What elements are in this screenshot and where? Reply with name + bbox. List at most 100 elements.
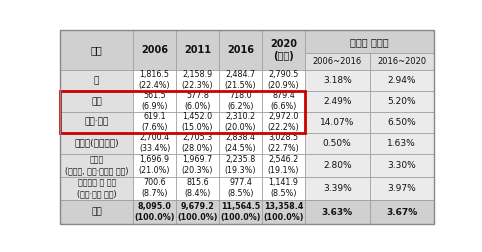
Text: 2,838.4
(24.5%): 2,838.4 (24.5%) [225, 133, 256, 153]
Bar [219, 30, 262, 70]
Bar [370, 200, 434, 224]
Bar [305, 91, 370, 112]
Text: 2,158.9
(22.3%): 2,158.9 (22.3%) [182, 70, 214, 90]
Bar [176, 133, 219, 154]
Text: 2006: 2006 [141, 45, 168, 55]
Text: 2020
(전망): 2020 (전망) [270, 39, 297, 61]
Text: 2,705.3
(28.0%): 2,705.3 (28.0%) [182, 133, 213, 153]
Text: 1,452.0
(15.0%): 1,452.0 (15.0%) [182, 112, 213, 132]
Text: 0.50%: 0.50% [323, 139, 351, 148]
Bar [219, 91, 262, 112]
Bar [60, 154, 133, 177]
Bar [262, 177, 305, 200]
Bar [370, 112, 434, 133]
Bar [60, 30, 133, 70]
Bar [133, 70, 176, 91]
Text: 1,696.9
(21.0%): 1,696.9 (21.0%) [139, 155, 170, 175]
Bar [305, 70, 370, 91]
Bar [60, 70, 133, 91]
Bar [133, 112, 176, 133]
Text: 9,679.2
(100.0%): 9,679.2 (100.0%) [177, 202, 218, 222]
Bar [176, 30, 219, 70]
Text: 연평균 증기율: 연평균 증기율 [350, 37, 388, 47]
Bar [219, 177, 262, 200]
Bar [133, 200, 176, 224]
Bar [262, 30, 305, 70]
Bar [60, 112, 133, 133]
Bar [60, 200, 133, 224]
Text: 977.4
(8.5%): 977.4 (8.5%) [227, 178, 254, 199]
Bar [219, 200, 262, 224]
Text: 700.6
(8.7%): 700.6 (8.7%) [141, 178, 168, 199]
Bar [133, 177, 176, 200]
Bar [370, 177, 434, 200]
Bar [219, 133, 262, 154]
Text: 폐기물(자원순환): 폐기물(자원순환) [74, 139, 119, 148]
Bar [176, 112, 219, 133]
Bar [305, 30, 434, 53]
Bar [60, 177, 133, 200]
Bar [262, 133, 305, 154]
Bar [133, 91, 176, 112]
Bar [305, 177, 370, 200]
Bar [176, 200, 219, 224]
Text: 합계: 합계 [91, 208, 102, 217]
Bar [133, 30, 176, 70]
Bar [370, 154, 434, 177]
Text: 2,972.0
(22.2%): 2,972.0 (22.2%) [268, 112, 299, 132]
Text: 5.20%: 5.20% [388, 97, 416, 106]
Text: 2.80%: 2.80% [323, 161, 351, 170]
Bar [262, 154, 305, 177]
Text: 577.8
(6.0%): 577.8 (6.0%) [184, 91, 211, 111]
Text: 13,358.4
(100.0%): 13,358.4 (100.0%) [263, 202, 304, 222]
Text: 879.4
(6.6%): 879.4 (6.6%) [270, 91, 296, 111]
Text: 14.07%: 14.07% [320, 118, 354, 127]
Bar [262, 91, 305, 112]
Text: 2016~2020: 2016~2020 [377, 57, 426, 66]
Text: 3.30%: 3.30% [388, 161, 416, 170]
Text: 3,028.5
(22.7%): 3,028.5 (22.7%) [268, 133, 299, 153]
Text: 생태계
(수자원, 토양·지하수 포함): 생태계 (수자원, 토양·지하수 포함) [65, 155, 128, 175]
Text: 3.97%: 3.97% [388, 184, 416, 193]
Text: 3.18%: 3.18% [323, 76, 351, 85]
Bar [176, 154, 219, 177]
Text: 2016: 2016 [227, 45, 254, 55]
Text: 718.0
(6.2%): 718.0 (6.2%) [227, 91, 254, 111]
Bar [305, 154, 370, 177]
Bar [219, 70, 262, 91]
Bar [305, 133, 370, 154]
Bar [305, 112, 370, 133]
Bar [370, 70, 434, 91]
Text: 619.1
(7.6%): 619.1 (7.6%) [141, 112, 168, 132]
Text: 2011: 2011 [184, 45, 211, 55]
Bar [133, 154, 176, 177]
Bar [60, 133, 133, 154]
Text: 2,700.4
(33.4%): 2,700.4 (33.4%) [139, 133, 170, 153]
Text: 2,790.5
(20.9%): 2,790.5 (20.9%) [268, 70, 299, 90]
Text: 3.63%: 3.63% [321, 208, 353, 217]
Bar [133, 133, 176, 154]
Text: 2.49%: 2.49% [323, 97, 351, 106]
Text: 2006~2016: 2006~2016 [313, 57, 362, 66]
Text: 1,141.9
(8.5%): 1,141.9 (8.5%) [268, 178, 298, 199]
Bar [305, 200, 370, 224]
Text: 6.50%: 6.50% [388, 118, 416, 127]
Text: 1.63%: 1.63% [388, 139, 416, 148]
Bar [370, 53, 434, 70]
Bar [262, 70, 305, 91]
Text: 11,564.5
(100.0%): 11,564.5 (100.0%) [220, 202, 261, 222]
Bar [305, 53, 370, 70]
Bar [370, 91, 434, 112]
Bar [219, 112, 262, 133]
Text: 기후·기상: 기후·기상 [84, 118, 109, 127]
Text: 물: 물 [94, 76, 99, 85]
Text: 2,546.2
(19.1%): 2,546.2 (19.1%) [268, 155, 299, 175]
Bar [60, 91, 305, 133]
Bar [176, 177, 219, 200]
Bar [176, 91, 219, 112]
Text: 1,816.5
(22.4%): 1,816.5 (22.4%) [139, 70, 170, 90]
Bar [219, 154, 262, 177]
Text: 2,484.7
(21.5%): 2,484.7 (21.5%) [225, 70, 256, 90]
Text: 815.6
(8.4%): 815.6 (8.4%) [184, 178, 211, 199]
Text: 3.67%: 3.67% [386, 208, 417, 217]
